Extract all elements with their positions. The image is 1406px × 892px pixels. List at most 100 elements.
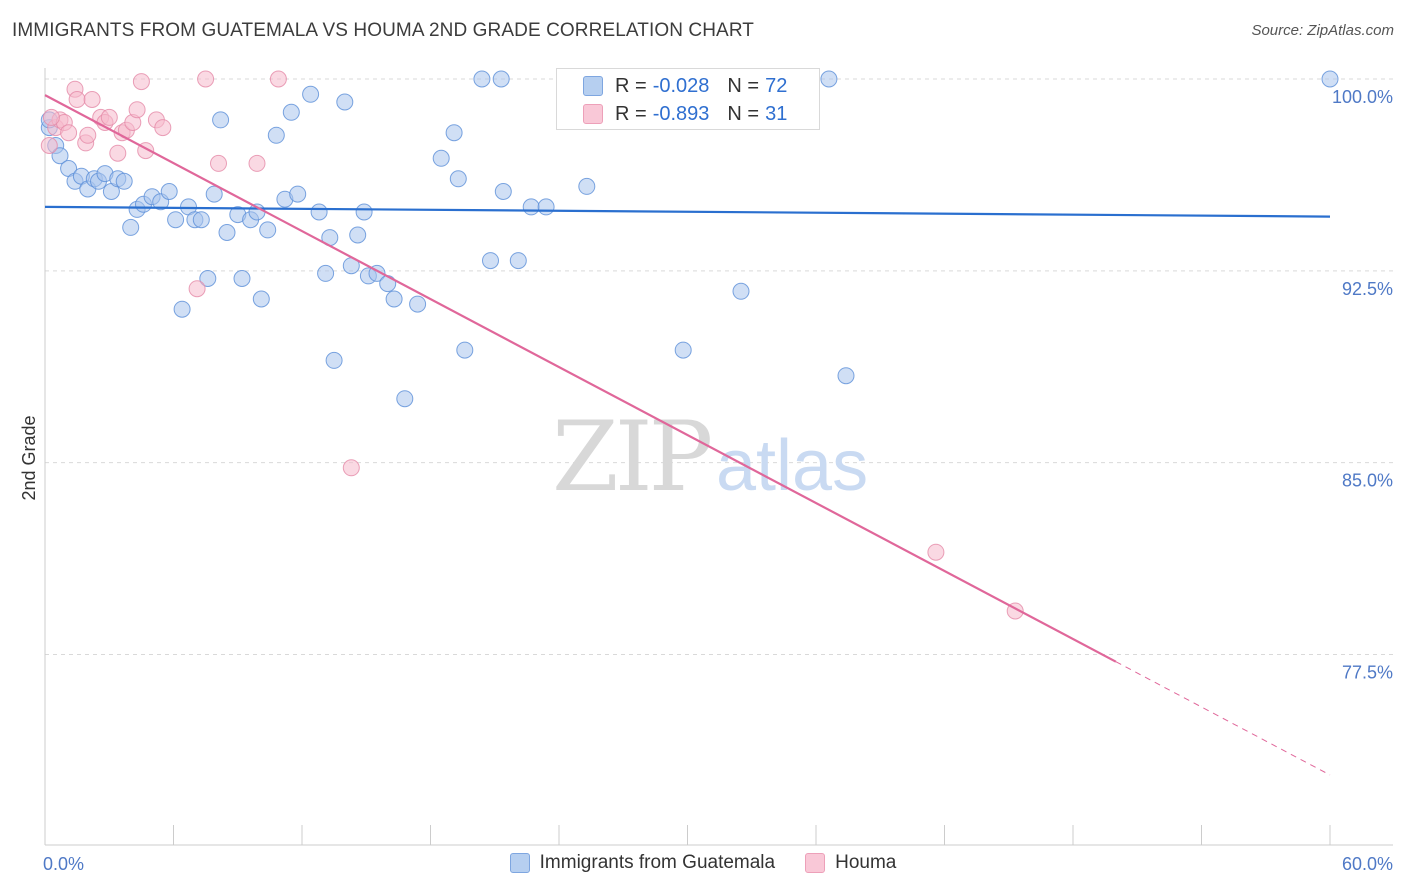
blue-point [325, 351, 343, 369]
legend-swatch-blue [509, 853, 530, 873]
legend-row-blue: R = -0.028 N = 72 [583, 73, 787, 99]
blue-point [456, 341, 474, 359]
blue-point [578, 177, 596, 195]
blue-point [409, 295, 427, 313]
pink-trendline [44, 94, 1117, 663]
blue-point [385, 290, 403, 308]
pink-point [210, 154, 227, 172]
blue-point [837, 367, 855, 385]
pink-point [40, 137, 58, 154]
pink-point [42, 108, 60, 126]
blue-point [379, 275, 397, 293]
legend-row-pink: R = -0.893 N = 31 [583, 101, 787, 127]
chart-source: Source: ZipAtlas.com [1251, 22, 1394, 39]
legend-item-guatemala[interactable]: Immigrants from Guatemala [509, 852, 776, 874]
legend-item-houma[interactable]: Houma [805, 852, 896, 874]
watermark: ZIP atlas [552, 401, 868, 513]
blue-point [509, 252, 527, 270]
watermark-atlas: atlas [716, 426, 868, 506]
pink-point [154, 119, 172, 137]
legend-n-label: N = [727, 102, 760, 125]
pink-point [197, 70, 215, 88]
blue-point [212, 111, 230, 129]
trendline-layer [44, 94, 1331, 776]
x-tick-labels: 0.0% 60.0% [43, 854, 1393, 874]
blue-point [192, 211, 210, 229]
pink-point [128, 101, 146, 119]
pink-point [79, 126, 97, 144]
blue-point [282, 103, 300, 121]
legend-n-value: 72 [765, 74, 788, 97]
legend-n-label: N = [727, 74, 760, 97]
blue-point [449, 170, 467, 188]
blue-point [289, 185, 307, 203]
chart-title: IMMIGRANTS FROM GUATEMALA VS HOUMA 2ND G… [12, 20, 755, 41]
blue-point [336, 93, 354, 111]
legend-r-value: -0.028 [652, 74, 710, 97]
blue-point [445, 124, 463, 142]
blue-point [494, 183, 512, 200]
blue-point [820, 70, 838, 88]
blue-point [167, 211, 185, 229]
blue-point [349, 226, 367, 244]
y-tick-label: 92.5% [1342, 279, 1393, 299]
y-axis-title: 2nd Grade [19, 415, 39, 500]
blue-point [492, 70, 510, 88]
series-legend: Immigrants from Guatemala Houma [0, 852, 1406, 874]
y-tick-label: 100.0% [1332, 87, 1393, 107]
pink-point [100, 108, 118, 126]
blue-point [122, 218, 140, 236]
blue-point [522, 198, 540, 216]
blue-point [302, 85, 320, 103]
pink-point [68, 91, 86, 108]
legend-r-label: R = [615, 74, 647, 97]
blue-point [732, 282, 750, 300]
blue-point [1321, 70, 1339, 88]
blue-point [252, 290, 270, 308]
blue-point [199, 270, 217, 287]
pink-point [188, 280, 206, 298]
blue-point [173, 300, 191, 318]
x-tick-label: 60.0% [1342, 854, 1393, 874]
pink-point [927, 543, 945, 561]
pink-point-series [40, 70, 1024, 620]
y-tick-label: 85.0% [1342, 471, 1393, 491]
legend-swatch-pink [805, 853, 826, 873]
legend-swatch-pink [583, 104, 603, 124]
watermark-zip: ZIP [552, 401, 711, 513]
blue-point [537, 198, 555, 216]
pink-trendline-extension [1115, 661, 1331, 776]
pink-point [342, 459, 360, 477]
pink-point [60, 124, 78, 142]
legend-label-guatemala: Immigrants from Guatemala [539, 852, 776, 873]
blue-point [205, 185, 223, 203]
blue-point [317, 264, 335, 282]
pink-point [109, 144, 127, 162]
blue-point [51, 147, 69, 165]
grid-layer [45, 78, 1393, 655]
legend-swatch-blue [583, 76, 603, 96]
legend-label-houma: Houma [835, 852, 897, 873]
blue-point [218, 224, 236, 241]
pink-point [83, 91, 101, 108]
blue-point [310, 203, 328, 221]
blue-point [396, 390, 414, 408]
blue-point [267, 126, 285, 144]
legend-n-value: 31 [765, 102, 788, 125]
pink-point [132, 73, 150, 91]
blue-point [233, 270, 251, 287]
x-tick-label: 0.0% [43, 854, 84, 874]
blue-point [674, 341, 692, 359]
blue-point [355, 203, 373, 221]
axis-layer [44, 68, 1393, 846]
blue-point [432, 149, 450, 167]
blue-point [482, 252, 499, 270]
blue-point [115, 172, 133, 190]
stats-legend: R = -0.028 N = 72 R = -0.893 N = 31 [556, 68, 820, 130]
pink-point [248, 154, 266, 172]
blue-point [160, 183, 178, 200]
y-tick-label: 77.5% [1342, 663, 1393, 683]
blue-point [259, 221, 277, 239]
legend-r-value: -0.893 [652, 102, 710, 125]
